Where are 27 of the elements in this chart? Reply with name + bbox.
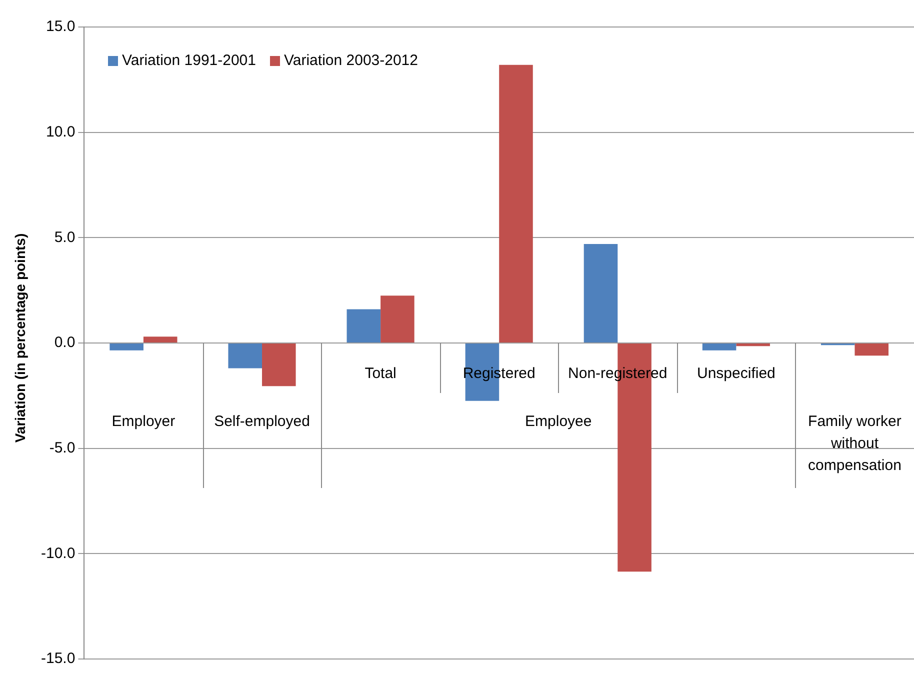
y-tick-label: -5.0 (49, 439, 76, 456)
y-tick-label: 10.0 (46, 123, 76, 140)
bar (736, 344, 770, 346)
legend-label: Variation 1991-2001 (122, 52, 256, 69)
y-tick-label: 5.0 (54, 228, 76, 246)
bar (854, 344, 889, 356)
bar (346, 309, 381, 342)
y-tick-label: 0.0 (54, 334, 76, 352)
x-tick-label: Total (364, 365, 396, 382)
y-axis-title: Variation (in percentage points) (12, 232, 28, 445)
bar (380, 296, 414, 342)
bar (262, 344, 296, 386)
annotation: Employee (525, 413, 592, 430)
bar (499, 64, 533, 342)
x-tick-label: Unspecified (696, 365, 776, 382)
x-tick-label: Family worker without compensation (808, 413, 902, 474)
bar (110, 344, 144, 350)
bar (143, 336, 178, 342)
x-tick-label: Employer (112, 413, 176, 430)
bar (702, 344, 736, 350)
y-tick-label: 15.0 (46, 18, 76, 36)
y-tick-label: -10.0 (40, 544, 76, 562)
legend-label: Variation 2003-2012 (284, 52, 418, 69)
bar (228, 344, 262, 368)
bar (584, 244, 618, 342)
x-tick-label: Self-employed (214, 413, 310, 430)
y-tick-label: -15.0 (40, 650, 76, 668)
